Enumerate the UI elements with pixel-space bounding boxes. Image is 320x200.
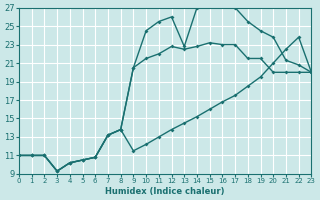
X-axis label: Humidex (Indice chaleur): Humidex (Indice chaleur) (105, 187, 225, 196)
